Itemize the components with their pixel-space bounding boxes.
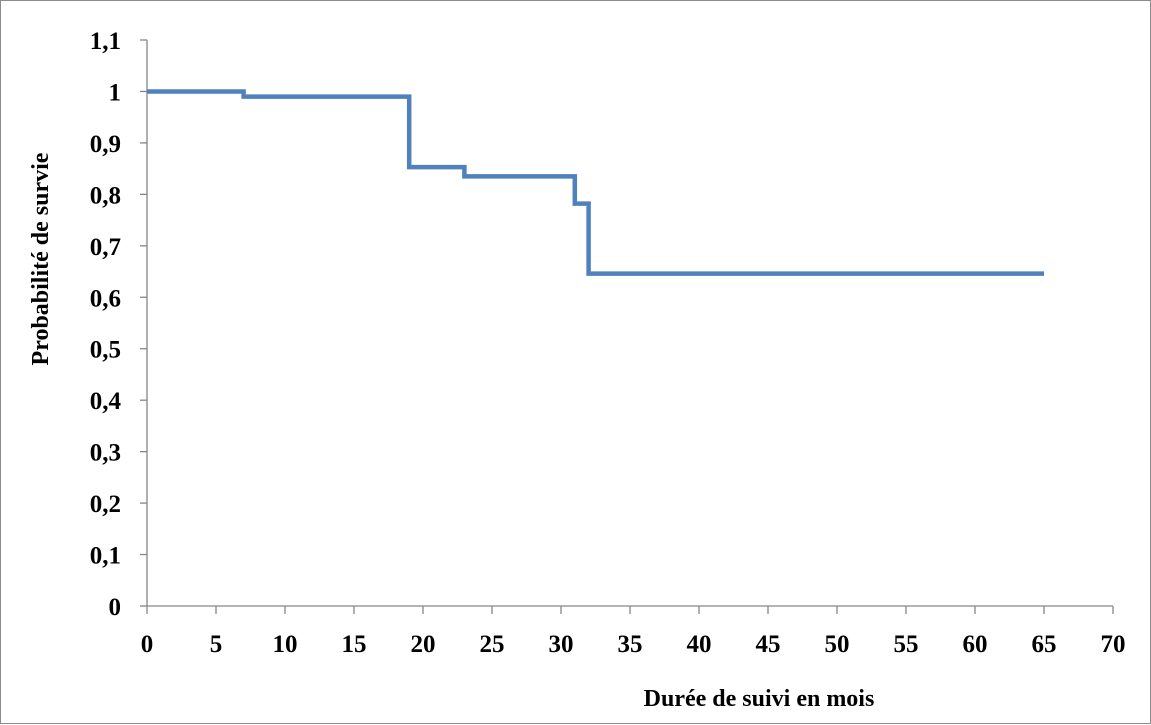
y-tick-label: 1,1 xyxy=(90,28,121,55)
x-tick-label: 40 xyxy=(687,631,712,658)
y-tick-label: 0,1 xyxy=(90,543,121,570)
y-tick-label: 0,4 xyxy=(90,388,122,415)
x-tick-label: 5 xyxy=(210,631,223,658)
x-tick-label: 65 xyxy=(1032,631,1057,658)
y-tick-label: 0 xyxy=(109,594,122,621)
tick-labels: 0 0,1 0,2 0,3 0,4 0,5 0,6 0,7 0,8 0,9 1 1,1 0 5 10 15 20… xyxy=(90,28,1126,658)
x-tick-label: 50 xyxy=(825,631,850,658)
y-tick-label: 1 xyxy=(109,79,122,106)
series-group xyxy=(147,89,1044,276)
x-tick-label: 10 xyxy=(273,631,298,658)
x-tick-label: 70 xyxy=(1101,631,1126,658)
series-line xyxy=(147,89,1044,276)
x-tick-label: 30 xyxy=(549,631,574,658)
x-tick-label: 35 xyxy=(618,631,643,658)
y-tick-label: 0,6 xyxy=(90,285,121,312)
y-tick-label: 0,5 xyxy=(90,337,121,364)
x-axis-title: Durée de suivi en mois xyxy=(644,686,875,712)
x-tick-label: 0 xyxy=(141,631,154,658)
y-tick-label: 0,3 xyxy=(90,440,121,467)
y-tick-label: 0,9 xyxy=(90,131,121,158)
x-tick-label: 20 xyxy=(411,631,436,658)
axes xyxy=(140,39,1114,614)
x-tick-label: 25 xyxy=(480,631,505,658)
y-axis-title: Probabilité de survie xyxy=(28,152,54,365)
y-tick-label: 0,7 xyxy=(90,234,121,261)
y-tick-label: 0,2 xyxy=(90,491,121,518)
x-tick-label: 15 xyxy=(342,631,367,658)
y-tick-label: 0,8 xyxy=(90,182,121,209)
x-tick-label: 60 xyxy=(963,631,988,658)
x-tick-label: 45 xyxy=(756,631,781,658)
x-tick-label: 55 xyxy=(894,631,919,658)
